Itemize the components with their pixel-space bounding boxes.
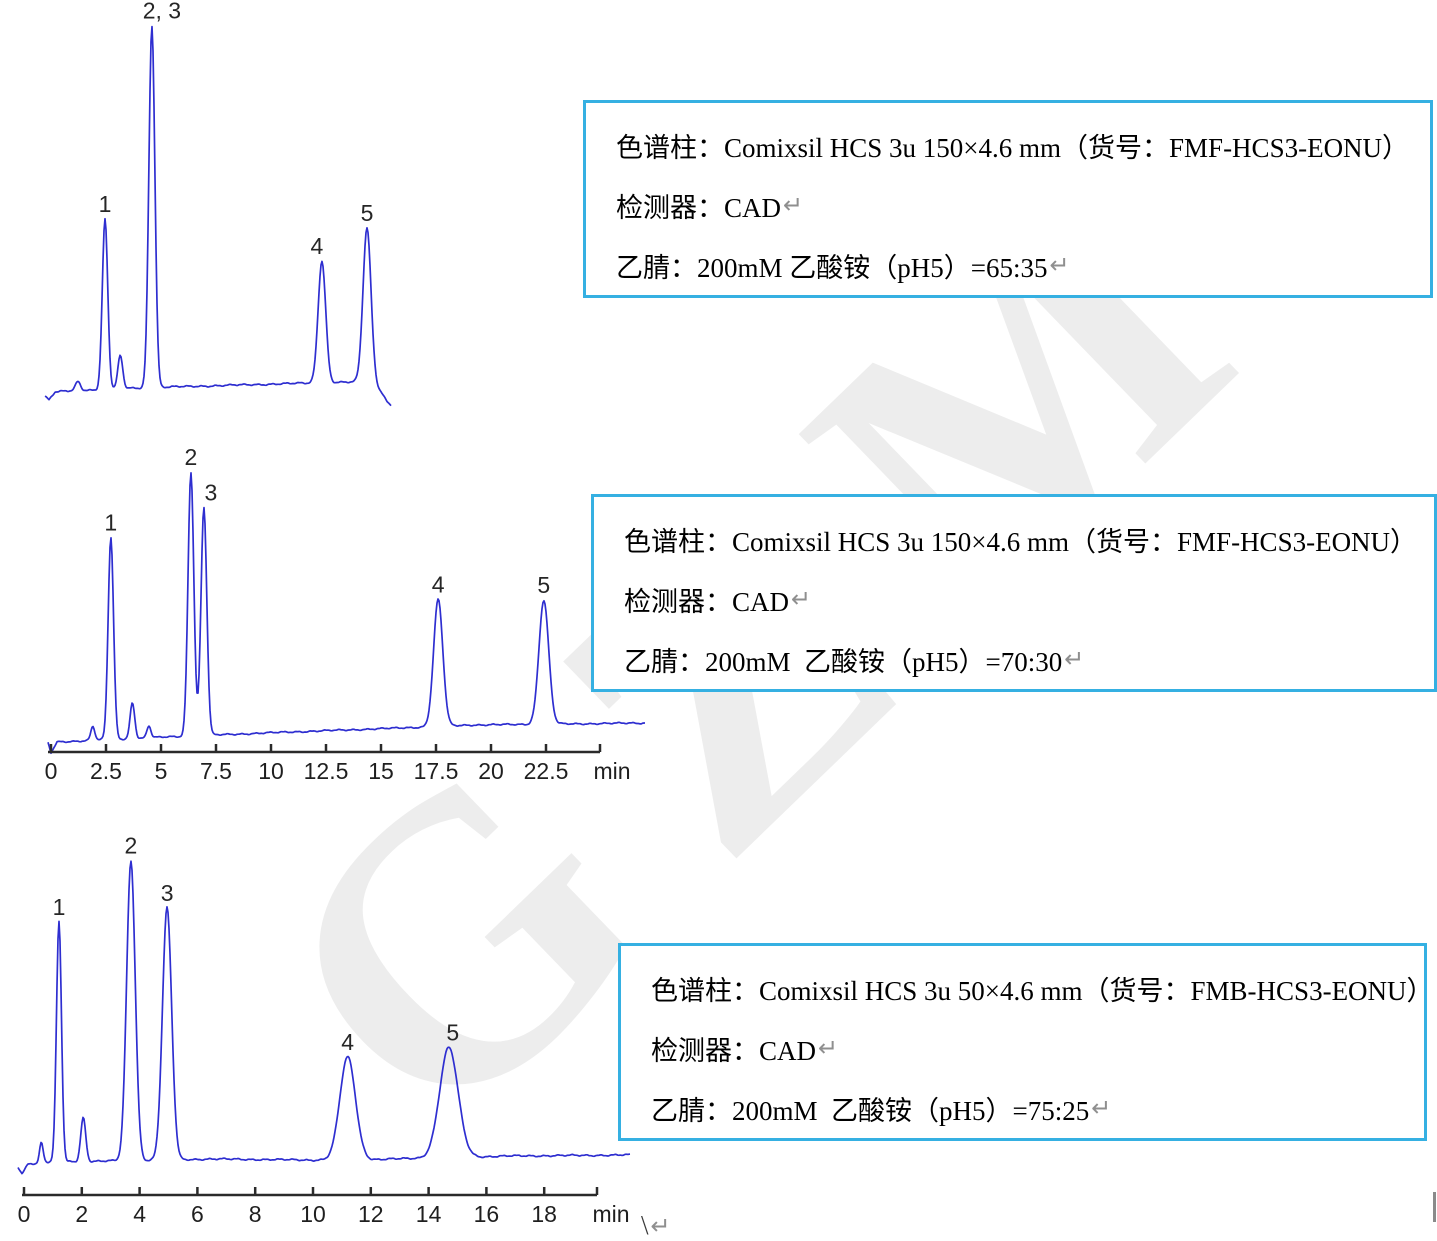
info-box-1: 色谱柱：Comixsil HCS 3u 150×4.6 mm（货号：FMF-HC…: [583, 100, 1433, 298]
peak-label: 4: [432, 571, 445, 597]
detector-text: 检测器：CAD: [651, 1035, 817, 1066]
tick-label: 4: [133, 1201, 146, 1227]
tick-label: 17.5: [414, 758, 459, 784]
peak-label: 5: [446, 1020, 459, 1046]
detector-text: 检测器：CAD: [624, 586, 790, 617]
tick-label: 8: [249, 1201, 262, 1227]
column-spec-text: 色谱柱：Comixsil HCS 3u 50×4.6 mm（货号：FMB-HCS…: [651, 975, 1434, 1006]
peak-label: 3: [205, 479, 218, 505]
info-line: 乙腈：200mM 乙酸铵（pH5）=75:25 ↵: [651, 1078, 1424, 1138]
peak-label: 5: [361, 200, 374, 226]
info-line: 乙腈：200mM 乙酸铵（pH5）=70:30 ↵: [624, 629, 1434, 689]
return-mark-icon: ↵: [1049, 251, 1070, 279]
info-box-2: 色谱柱：Comixsil HCS 3u 150×4.6 mm（货号：FMF-HC…: [591, 494, 1437, 692]
chromatogram-75-25: 1 2 3 4 5 0 2 4 6 8 10 12 14 16 18 min: [10, 830, 640, 1230]
detector-text: 检测器：CAD: [616, 192, 782, 223]
tick-label: 10: [258, 758, 284, 784]
return-mark-icon: ↵: [1064, 645, 1085, 673]
peak-label: 2, 3: [143, 0, 181, 24]
chromatogram-70-30: 1 2 3 4 5 0 2.5 5 7.5 10 12.5 15 17.5 20 22.5 min: [40, 440, 655, 790]
tick-label: 20: [478, 758, 504, 784]
tick-label: 10: [300, 1201, 326, 1227]
chromatogram-65-35: 1 2, 3 4 5: [40, 0, 420, 420]
tick-label: 12.5: [304, 758, 349, 784]
stray-backslash-text: \↵: [641, 1210, 671, 1241]
mobile-phase-text: 乙腈：200mM 乙酸铵（pH5）=75:25: [651, 1095, 1090, 1126]
info-line: 色谱柱：Comixsil HCS 3u 150×4.6 mm（货号：FMF-HC…: [616, 115, 1430, 175]
tick-label: 16: [474, 1201, 500, 1227]
return-mark-icon: ↵: [818, 1034, 839, 1062]
backslash-char: \: [641, 1210, 649, 1240]
info-line: 色谱柱：Comixsil HCS 3u 150×4.6 mm（货号：FMF-HC…: [624, 509, 1434, 569]
return-mark-icon: ↵: [783, 191, 804, 219]
trace-line: [44, 25, 392, 407]
info-line: 检测器：CAD ↵: [624, 569, 1434, 629]
tick-label: 12: [358, 1201, 384, 1227]
tick-label: 22.5: [524, 758, 569, 784]
trace-line: [17, 860, 631, 1175]
peak-label: 5: [537, 572, 550, 598]
mobile-phase-text: 乙腈：200mM 乙酸铵（pH5）=70:30: [624, 646, 1063, 677]
peak-label: 1: [99, 191, 112, 217]
x-axis: 0 2.5 5 7.5 10 12.5 15 17.5 20 22.5 min: [45, 744, 631, 784]
column-spec-text: 色谱柱：Comixsil HCS 3u 150×4.6 mm（货号：FMF-HC…: [624, 526, 1418, 557]
edge-cursor-bar: [1433, 1192, 1436, 1222]
column-spec-text: 色谱柱：Comixsil HCS 3u 150×4.6 mm（货号：FMF-HC…: [616, 132, 1410, 163]
tick-label: 18: [531, 1201, 557, 1227]
tick-label: 2.5: [90, 758, 122, 784]
peak-label: 3: [161, 880, 174, 906]
info-box-3: 色谱柱：Comixsil HCS 3u 50×4.6 mm（货号：FMB-HCS…: [618, 943, 1434, 1141]
peak-label: 4: [311, 233, 324, 259]
tick-label: 2: [75, 1201, 88, 1227]
tick-label: 14: [416, 1201, 442, 1227]
return-mark-icon: ↵: [1091, 1094, 1112, 1122]
return-mark-icon: ↵: [650, 1213, 671, 1240]
x-axis: 0 2 4 6 8 10 12 14 16 18 min: [18, 1187, 630, 1227]
tick-label: 6: [191, 1201, 204, 1227]
tick-label: 7.5: [200, 758, 232, 784]
info-line: 检测器：CAD ↵: [616, 175, 1430, 235]
axis-unit-label: min: [593, 758, 630, 784]
chromatogram-plot: 1 2, 3 4 5: [44, 0, 392, 407]
tick-label: 5: [155, 758, 168, 784]
tick-label: 0: [18, 1201, 31, 1227]
return-mark-icon: ↵: [791, 585, 812, 613]
peak-label: 1: [104, 510, 117, 536]
tick-label: 15: [368, 758, 394, 784]
info-line: 色谱柱：Comixsil HCS 3u 50×4.6 mm（货号：FMB-HCS…: [651, 958, 1434, 1018]
peak-label: 4: [341, 1029, 354, 1055]
axis-unit-label: min: [592, 1201, 629, 1227]
peak-label: 1: [53, 894, 66, 920]
peak-label: 2: [125, 833, 138, 859]
info-line: 检测器：CAD ↵: [651, 1018, 1424, 1078]
trace-line: [47, 472, 645, 755]
peak-label: 2: [185, 444, 198, 470]
info-line: 乙腈：200mM 乙酸铵（pH5）=65:35 ↵: [616, 235, 1430, 295]
mobile-phase-text: 乙腈：200mM 乙酸铵（pH5）=65:35: [616, 252, 1048, 283]
tick-label: 0: [45, 758, 58, 784]
